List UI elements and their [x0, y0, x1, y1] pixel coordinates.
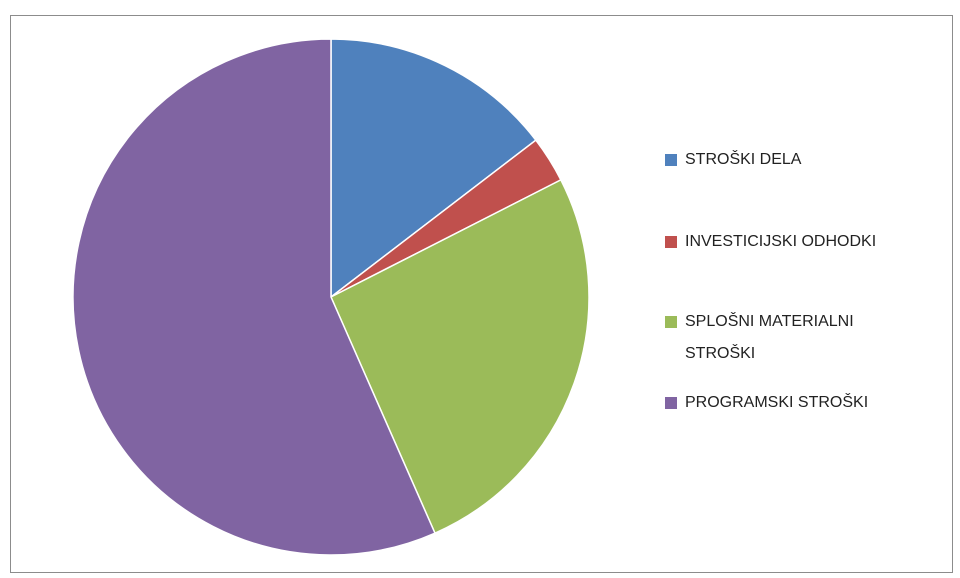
- legend-item: SPLOŠNI MATERIALNI STROŠKI: [665, 306, 920, 370]
- legend-label: INVESTICIJSKI ODHODKI: [685, 233, 877, 250]
- legend-item: INVESTICIJSKI ODHODKI: [665, 226, 920, 258]
- pie-slice: [72, 38, 436, 556]
- legend-swatch: [665, 154, 677, 166]
- legend-label: SPLOŠNI MATERIALNI STROŠKI: [685, 313, 854, 362]
- legend-label: STROŠKI DELA: [685, 151, 802, 168]
- pie-slice: [330, 178, 590, 535]
- legend-item: PROGRAMSKI STROŠKI: [665, 387, 920, 419]
- legend-item: STROŠKI DELA: [665, 144, 920, 176]
- chart-frame: [10, 15, 953, 573]
- legend-swatch: [665, 316, 677, 328]
- legend-label: PROGRAMSKI STROŠKI: [685, 394, 869, 411]
- legend-swatch: [665, 397, 677, 409]
- legend-swatch: [665, 236, 677, 248]
- pie-slice: [330, 38, 537, 299]
